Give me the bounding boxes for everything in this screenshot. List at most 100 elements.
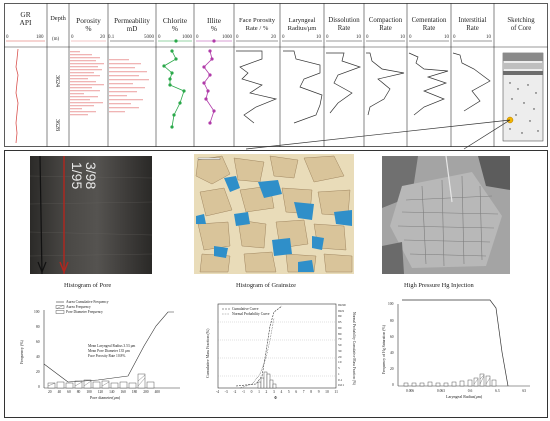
pore-xtick-7: 160 (120, 390, 126, 394)
grain-xtick-8: 4 (280, 390, 283, 394)
grain-ylabel-right: Normal Probability Cumulative Mass Fract… (352, 312, 356, 386)
grain-ytick-13: 0.1 (338, 377, 343, 382)
cementation-curve (408, 52, 449, 116)
grain-ytick-0: 99.99 (338, 303, 346, 307)
hg-xtick-0: 0.006 (406, 389, 415, 393)
grain-xticks: -4 -3 -2 -1 0 1 2 3 4 5 6 7 8 9 10 11 (216, 390, 338, 394)
illite-curve (203, 50, 215, 124)
grain-xtick-5: 1 (258, 390, 260, 394)
grain-xtick-13: 9 (317, 390, 320, 394)
grain-xtick-3: -1 (241, 390, 245, 394)
grain-ytick-1: 99.9 (338, 308, 344, 313)
track-header-illite: Illite % (207, 16, 221, 33)
hg-xlabel: Laryngeal Radius(μm) (446, 394, 483, 399)
grain-xtick-14: 10 (325, 390, 329, 394)
track-header-laryngeal: Laryngeal Radius/μm (287, 17, 317, 32)
track-header-porosity: Porosity % (76, 16, 101, 33)
pore-stat-2: Mean Pore Diameter 135 μm (88, 349, 130, 353)
grain-xtick-6: 2 (265, 390, 268, 394)
hg-ytick-4: 80 (390, 319, 394, 323)
grain-ytick-9: 20 (338, 354, 342, 359)
gr-curve (15, 48, 19, 144)
hg-xticks: 0.006 0.063 0.6 6.3 63 (406, 389, 526, 393)
grain-ytick-4: 90 (338, 325, 342, 330)
hg-xtick-1: 0.063 (436, 389, 445, 393)
well-log-panel: GR API Depth (m) Porosity % Permeability… (4, 3, 548, 147)
grain-ytick-2: 99 (338, 314, 342, 319)
cementation-scale-max: 10 (444, 35, 449, 40)
perm-scale-min: 0.1 (108, 35, 115, 40)
track-header-interstitial: Interstitial Rate (458, 17, 487, 32)
pore-ytick-5: 100 (34, 310, 40, 314)
grain-histogram-title: Histogram of Grainsize (236, 282, 296, 289)
face-scale-min: 0 (236, 35, 239, 40)
sem-photo (382, 156, 510, 274)
pore-ylabel: Frequency (%) (19, 340, 24, 364)
grain-xtick-4: 0 (250, 390, 253, 394)
hg-injection-chart: High Pressure Hg Injection Frequency of … (370, 282, 546, 414)
grain-legend-cumulative: Cumulative Curve (232, 307, 259, 311)
track-header-permeability: Permeability mD (114, 17, 150, 33)
permeability-bars (109, 59, 149, 113)
illite-scale-max: 1000 (222, 35, 232, 40)
grain-ytick-8: 30 (338, 348, 342, 353)
hg-ylabel: Frequency of Hg Saturation (%) (382, 325, 386, 374)
hg-xtick-4: 63 (522, 389, 526, 393)
pore-stat-3: Face Porosity Rate 10.8% (88, 354, 126, 358)
track-header-face-porosity: Face Porosity Rate / % (238, 17, 276, 32)
interstitial-curve (452, 52, 491, 112)
pore-xtick-3: 80 (76, 390, 81, 394)
grain-xtick-7: 3 (272, 390, 275, 394)
chlorite-scale-min: 0 (158, 35, 161, 40)
grain-xtick-12: 8 (310, 390, 313, 394)
grain-xtick-9: 5 (287, 390, 290, 394)
hg-ytick-0: 0 (392, 383, 394, 387)
interstitial-scale-min: 0 (453, 35, 456, 40)
pore-ytick-2: 40 (36, 355, 40, 359)
thin-section-photo (194, 154, 354, 274)
track-header-depth: Depth (50, 15, 66, 22)
gr-scale-min: 0 (6, 35, 9, 40)
pore-xtick-5: 120 (97, 390, 104, 394)
pore-stat-1: Mean Laryngeal Radius 3.53 μm (88, 344, 136, 348)
pore-legend-aurea: Aurea Frequency (66, 305, 91, 309)
pore-xtick-9: 200 (143, 390, 149, 394)
pore-xtick-6: 140 (109, 390, 115, 394)
pore-ytick-0: 0 (38, 385, 40, 389)
pore-xlabel: Pore diameter(μm) (90, 395, 121, 400)
pore-xtick-2: 60 (67, 390, 71, 394)
cementation-scale-min: 0 (409, 35, 412, 40)
depth-label-2: 3628 (54, 119, 60, 131)
grain-ytick-6: 70 (338, 337, 342, 342)
face-scale-max: 20 (271, 35, 276, 40)
dissolution-scale-min: 0 (326, 35, 329, 40)
grain-ytick-11: 5 (338, 366, 340, 371)
core-photo: 3/98 1/95 (30, 156, 152, 274)
pore-histogram: Histogram of Pore Aurea Cumulative Frequ… (8, 282, 190, 414)
pore-xtick-8: 180 (131, 390, 138, 394)
hg-injection-title: High Pressure Hg Injection (404, 282, 474, 289)
pore-ytick-4: 80 (36, 325, 40, 329)
track-header-cementation: Cementation Rate (411, 17, 447, 32)
track-header-compaction: Compaction Rate (368, 17, 403, 32)
grain-xtick-2: -2 (233, 390, 237, 394)
porosity-scale-max: 20 (100, 35, 105, 40)
pore-legend-cumulative: Aurea Cumulative Frequency (66, 300, 109, 304)
chlorite-scale-max: 1000 (182, 35, 192, 40)
grain-legend-normal: Normal Probability Curve (232, 312, 270, 316)
pore-legend-diameter: Pore Diameter Frequency (66, 310, 103, 314)
grain-xtick-0: -4 (216, 390, 219, 394)
hg-ytick-1: 20 (390, 367, 394, 371)
grain-ytick-14: 0.01 (338, 383, 344, 388)
grain-xtick-10: 6 (295, 390, 298, 394)
hg-xtick-3: 6.3 (495, 389, 500, 393)
face-porosity-curve (236, 50, 278, 124)
track-header-gr: GR API (19, 10, 32, 27)
hg-ytick-3: 60 (390, 335, 394, 339)
laryngeal-scale-min: 0 (282, 35, 285, 40)
track-header-dissolution: Dissolution Rate (328, 17, 360, 32)
pore-xticks: 20 40 60 80 100 120 140 160 180 200 400 (48, 390, 160, 394)
grain-ylabel: Cumulative Mass Fraction (%) (205, 328, 210, 378)
grain-xtick-11: 7 (302, 390, 305, 394)
chlorite-curve (163, 50, 185, 128)
